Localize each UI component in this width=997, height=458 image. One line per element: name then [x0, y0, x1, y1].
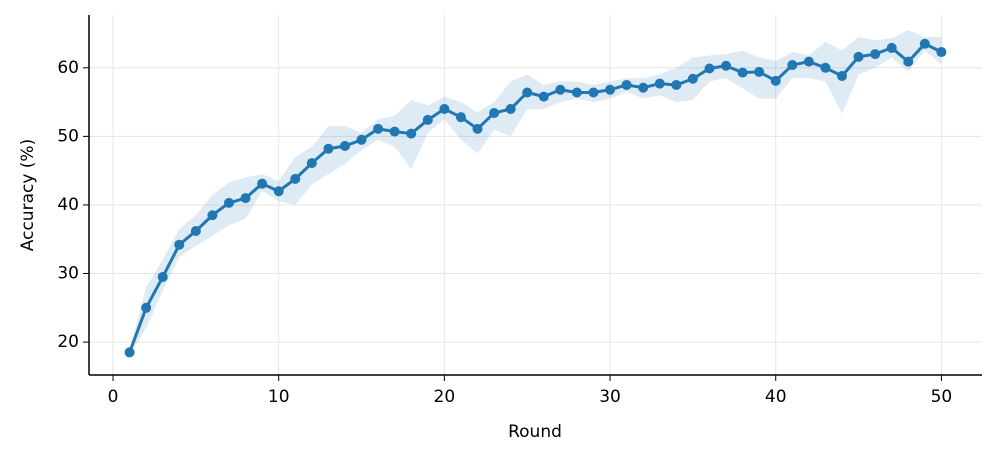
point	[919, 38, 930, 49]
point	[721, 60, 732, 71]
point	[422, 114, 433, 125]
x-tick-label: 0	[108, 387, 119, 407]
y-tick-label: 20	[57, 332, 79, 352]
point	[704, 63, 715, 74]
point	[273, 186, 284, 197]
y-tick-label: 30	[57, 264, 79, 284]
point	[671, 79, 682, 90]
point	[605, 84, 616, 95]
x-tick-label: 40	[765, 387, 787, 407]
point	[654, 78, 665, 89]
point	[803, 56, 814, 67]
point	[538, 91, 549, 102]
point	[820, 62, 831, 73]
point	[174, 239, 185, 250]
point	[522, 87, 533, 98]
point	[323, 143, 334, 154]
point	[223, 197, 234, 208]
point	[837, 71, 848, 82]
y-tick-label: 40	[57, 195, 79, 215]
x-tick-label: 10	[268, 387, 290, 407]
point	[373, 123, 384, 134]
point	[141, 302, 152, 313]
x-tick-label: 30	[599, 387, 621, 407]
point	[936, 47, 947, 58]
point	[455, 112, 466, 123]
point	[472, 123, 483, 134]
point	[389, 126, 400, 137]
point	[787, 60, 798, 71]
point	[157, 271, 168, 282]
point	[257, 178, 268, 189]
y-tick-label: 60	[57, 58, 79, 78]
point	[339, 140, 350, 151]
point	[505, 103, 516, 114]
point	[737, 67, 748, 78]
point	[439, 103, 450, 114]
point	[124, 347, 135, 358]
point	[207, 210, 218, 221]
point	[489, 108, 500, 119]
point	[306, 158, 317, 169]
y-axis-label: Accuracy (%)	[18, 139, 38, 251]
point	[571, 87, 582, 98]
point	[356, 134, 367, 145]
point	[406, 128, 417, 139]
point	[240, 193, 251, 204]
point	[903, 56, 914, 67]
point	[638, 82, 649, 93]
y-tick-label: 50	[57, 126, 79, 146]
x-axis-label: Round	[508, 422, 562, 442]
point	[770, 75, 781, 86]
point	[870, 49, 881, 60]
point	[687, 73, 698, 84]
point	[621, 79, 632, 90]
point	[588, 87, 599, 98]
point	[754, 66, 765, 77]
point	[886, 42, 897, 53]
x-tick-label: 20	[434, 387, 456, 407]
point	[290, 173, 301, 184]
point	[190, 226, 201, 236]
x-tick-label: 50	[931, 387, 953, 407]
point	[853, 51, 864, 62]
point	[555, 84, 566, 95]
